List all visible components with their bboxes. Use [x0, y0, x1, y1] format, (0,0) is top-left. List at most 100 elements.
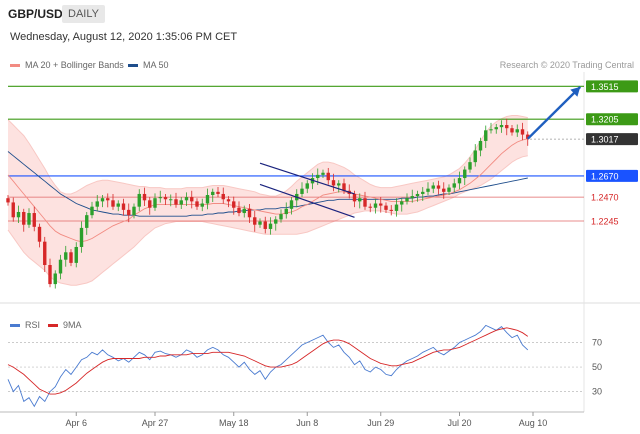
candle-body [300, 188, 304, 194]
x-tick-label: Jul 20 [447, 418, 471, 428]
candle-body [58, 259, 63, 274]
candle-body [190, 197, 194, 202]
candle-body [305, 183, 309, 189]
candle-body [226, 199, 231, 202]
candle-body [337, 183, 341, 186]
level-label: 1.2670 [591, 171, 619, 181]
candle-body [268, 223, 273, 229]
candle-body [358, 198, 362, 202]
candle-body [384, 205, 388, 210]
candle-body [431, 185, 435, 189]
level-tag [586, 169, 638, 182]
legend-ma50-swatch [128, 63, 138, 67]
level-label: 1.3017 [591, 135, 619, 145]
candle-body [284, 208, 288, 215]
bollinger-upper-line [7, 115, 528, 197]
candle-body [426, 188, 430, 192]
candle-body [211, 191, 215, 196]
candle-body [106, 198, 110, 201]
candle-body [85, 215, 89, 228]
candle-body [232, 201, 236, 208]
x-tick-label: Jun 8 [296, 418, 318, 428]
candle-body [247, 208, 252, 218]
credit-text: Research © 2020 Trading Central [499, 60, 634, 70]
legend-ma20-label: MA 20 + Bollinger Bands [25, 60, 124, 70]
legend-9ma-swatch [48, 323, 58, 327]
candle-body [90, 206, 94, 216]
candle-body [242, 208, 246, 214]
candle-body [48, 265, 52, 285]
candle-body [478, 140, 483, 151]
candle-body [489, 129, 493, 131]
candle-body [27, 213, 31, 225]
candle-body [69, 252, 73, 263]
candle-body [405, 198, 409, 202]
candle-body [116, 203, 120, 207]
legend-9ma: 9MA [48, 320, 82, 330]
rsi-tick-label: 50 [592, 362, 602, 372]
candle-body [389, 209, 393, 211]
candle-body [289, 200, 294, 209]
level-tag [586, 133, 638, 146]
candle-body [274, 219, 278, 224]
candle-body [473, 150, 477, 163]
candle-body [463, 169, 467, 179]
candle-body [121, 203, 126, 210]
candle-body [22, 211, 26, 225]
candle-body [373, 203, 378, 208]
candle-body [468, 162, 472, 170]
candle-body [326, 172, 330, 181]
candle-body [195, 201, 199, 207]
legend-rsi: RSI [10, 320, 40, 330]
x-tick-label: Jun 29 [367, 418, 394, 428]
candle-body [457, 178, 462, 184]
level-label: 1.2470 [591, 193, 619, 203]
candle-body [64, 252, 68, 260]
candle-body [415, 193, 420, 197]
candle-body [410, 196, 414, 199]
projection-arrow-line [526, 85, 582, 140]
candle-body [11, 202, 15, 218]
candle-body [379, 203, 383, 206]
projection-arrow-head [570, 86, 581, 97]
candle-body [184, 197, 189, 201]
candle-body [32, 213, 36, 227]
legend-ma20-swatch [10, 63, 20, 67]
candle-body [316, 174, 320, 179]
candle-body [216, 191, 220, 194]
candle-body [321, 172, 325, 175]
rsi-line [7, 324, 529, 408]
symbol-label: GBP/USD [8, 7, 63, 21]
level-label: 1.3515 [591, 82, 619, 92]
candle-body [279, 214, 283, 220]
legend-ma50: MA 50 [128, 60, 169, 70]
candle-body [53, 273, 57, 285]
timestamp: Wednesday, August 12, 2020 1:35:06 PM CE… [10, 31, 238, 43]
level-tag [586, 80, 638, 93]
candle-body [37, 226, 42, 242]
chart-header: GBP/USD DAILY [0, 0, 640, 28]
candle-body [221, 193, 225, 200]
timeframe-button[interactable]: DAILY [62, 5, 105, 23]
candle-body [442, 188, 446, 192]
legend-ma50-label: MA 50 [143, 60, 169, 70]
candle-body [153, 198, 157, 208]
candle-body [510, 128, 514, 133]
candle-body [148, 200, 152, 208]
bollinger-lower-line [7, 155, 528, 286]
legend-ma20-bb: MA 20 + Bollinger Bands [10, 60, 124, 70]
candle-body [520, 129, 525, 135]
candle-body [352, 193, 357, 202]
candle-body [499, 125, 504, 128]
candle-body [515, 129, 519, 133]
bollinger-band-area [8, 115, 528, 286]
candle-body [95, 201, 99, 207]
candle-body [363, 198, 367, 207]
candle-body [174, 199, 178, 205]
candle-body [179, 200, 183, 205]
candle-body [484, 130, 488, 141]
candle-body [132, 206, 136, 216]
ma50-line [7, 151, 528, 217]
candle-body [100, 198, 105, 202]
rsi-tick-label: 70 [592, 338, 602, 348]
